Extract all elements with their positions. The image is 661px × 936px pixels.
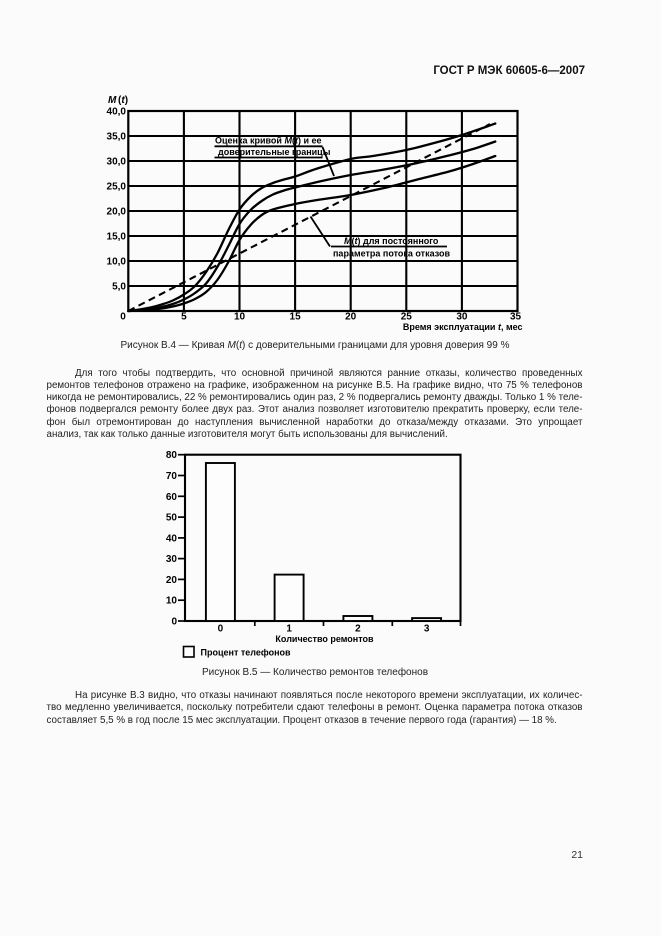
svg-text:35,0: 35,0	[107, 132, 127, 143]
svg-text:доверительные границы: доверительные границы	[218, 147, 331, 157]
svg-text:40,0: 40,0	[107, 107, 127, 118]
svg-text:10: 10	[234, 312, 246, 323]
svg-text:30: 30	[166, 554, 178, 565]
svg-text:Оценка кривой M(t) и ее: Оценка кривой M(t) и ее	[215, 136, 322, 146]
svg-text:M(t) для постоянного: M(t) для постоянного	[344, 236, 439, 246]
svg-text:25,0: 25,0	[107, 182, 127, 193]
svg-text:Количество ремонтов: Количество ремонтов	[275, 634, 374, 644]
svg-text:20: 20	[166, 575, 178, 586]
svg-text:10,0: 10,0	[107, 257, 127, 268]
svg-text:параметра потока отказов: параметра потока отказов	[333, 249, 450, 259]
svg-text:70: 70	[166, 471, 178, 482]
svg-text:2: 2	[355, 624, 361, 635]
svg-text:20: 20	[345, 312, 357, 323]
svg-text:10: 10	[166, 596, 178, 607]
svg-text:0: 0	[171, 617, 177, 628]
svg-text:(t): (t)	[118, 95, 128, 106]
svg-text:5: 5	[181, 312, 187, 323]
svg-text:80: 80	[166, 450, 178, 461]
svg-text:20,0: 20,0	[107, 207, 127, 218]
svg-text:60: 60	[166, 492, 178, 503]
svg-text:30,0: 30,0	[107, 157, 127, 168]
svg-text:50: 50	[166, 513, 178, 524]
svg-text:40: 40	[166, 533, 178, 544]
svg-text:M: M	[108, 95, 117, 106]
svg-text:0: 0	[218, 624, 224, 635]
svg-text:0: 0	[120, 312, 126, 323]
svg-text:15: 15	[290, 312, 302, 323]
svg-text:15,0: 15,0	[107, 232, 127, 243]
svg-text:35: 35	[510, 312, 522, 323]
svg-text:30: 30	[456, 312, 468, 323]
svg-text:5,0: 5,0	[112, 282, 126, 293]
svg-text:Время эксплуатации t, мес: Время эксплуатации t, мес	[403, 322, 523, 332]
svg-text:1: 1	[286, 624, 292, 635]
svg-text:Процент телефонов: Процент телефонов	[201, 648, 292, 658]
svg-text:25: 25	[401, 312, 413, 323]
svg-text:3: 3	[424, 624, 430, 635]
